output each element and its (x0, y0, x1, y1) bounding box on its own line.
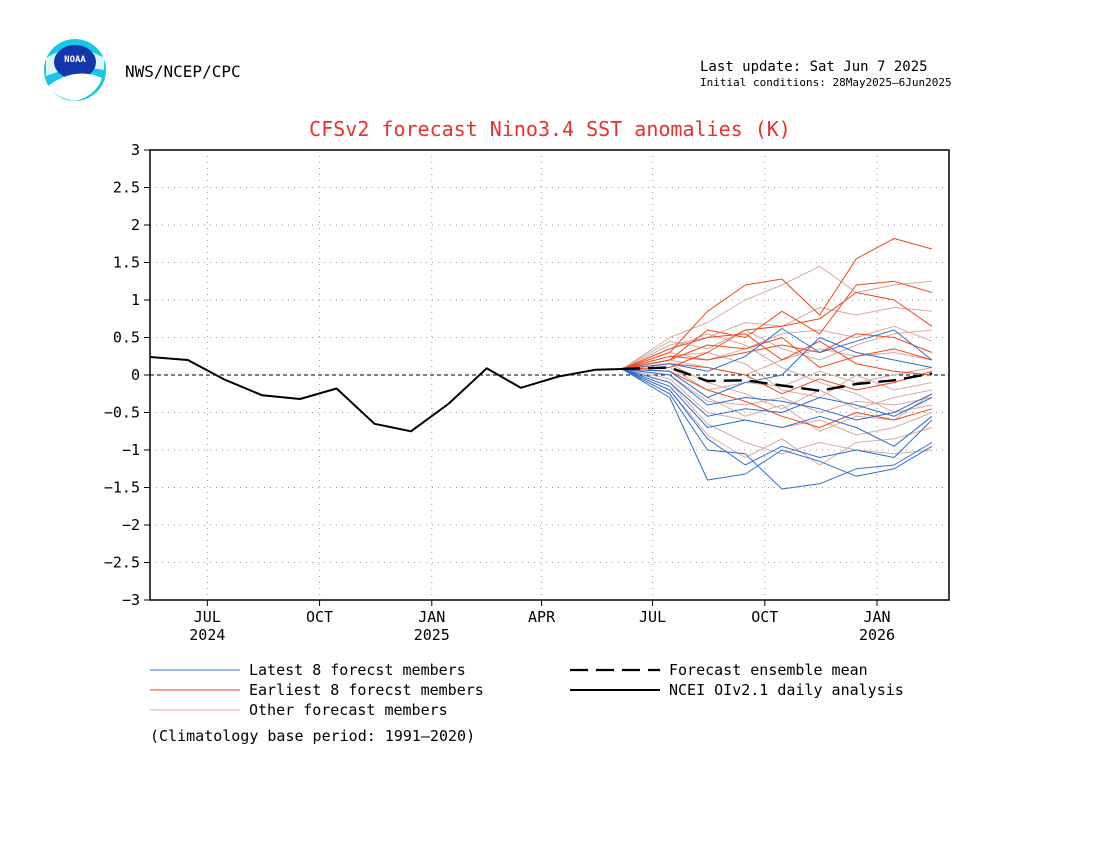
forecast-member-earliest (621, 333, 932, 376)
x-tick-label: OCT (306, 608, 333, 626)
y-tick-label: 1.5 (113, 254, 140, 272)
grid (150, 150, 949, 600)
forecast-member-earliest (622, 292, 933, 370)
agency-label: NWS/NCEP/CPC (125, 62, 241, 81)
noaa-logo: NOAA (44, 39, 106, 101)
x-tick-label: JUL (639, 608, 666, 626)
legend-label-latest: Latest 8 forecst members (249, 661, 466, 679)
x-tick-year-label: 2025 (414, 626, 450, 644)
y-tick-label: 0 (131, 366, 140, 384)
forecast-member-other (621, 329, 932, 370)
legend-label-earliest: Earliest 8 forecst members (249, 681, 484, 699)
axes: 32.521.510.50−0.5−1−1.5−2−2.5−3JUL2024OC… (104, 141, 895, 644)
legend-item-mean: Forecast ensemble mean (570, 661, 868, 679)
y-tick-label: −1.5 (104, 479, 140, 497)
forecast-member-latest (621, 368, 933, 447)
forecast-member-earliest (622, 280, 933, 370)
y-tick-label: 2 (131, 216, 140, 234)
forecast-member-other (621, 265, 932, 370)
forecast-member-latest (622, 337, 932, 398)
legend-item-analysis: NCEI OIv2.1 daily analysis (570, 681, 904, 699)
legend-label-other: Other forecast members (249, 701, 448, 719)
forecast-member-latest (621, 368, 933, 466)
forecast-member-latest (621, 368, 933, 417)
y-tick-label: 2.5 (113, 179, 140, 197)
y-tick-label: 0.5 (113, 329, 140, 347)
forecast-member-earliest (621, 238, 933, 370)
y-tick-label: 3 (131, 141, 140, 159)
x-tick-year-label: 2024 (189, 626, 225, 644)
x-tick-year-label: 2026 (859, 626, 895, 644)
forecast-member-latest (621, 368, 933, 490)
forecast-member-other (622, 368, 932, 413)
y-tick-label: 1 (131, 291, 140, 309)
y-tick-label: −1 (122, 441, 140, 459)
analysis-line (149, 356, 623, 433)
x-tick-label: OCT (751, 608, 778, 626)
legend-label-analysis: NCEI OIv2.1 daily analysis (669, 681, 904, 699)
forecast-member-latest (622, 368, 933, 421)
forecast-member-earliest (622, 368, 933, 428)
forecast-member-earliest (622, 363, 933, 395)
forecast-member-earliest (622, 337, 933, 370)
plot-frame (149, 149, 950, 601)
y-tick-label: −2 (122, 516, 140, 534)
series-layer (149, 238, 933, 490)
ensemble-mean-line (622, 366, 933, 392)
forecast-member-latest (622, 328, 933, 372)
y-tick-label: −2.5 (104, 554, 140, 572)
x-tick-label: JUL (194, 608, 221, 626)
y-tick-label: −0.5 (104, 404, 140, 422)
legend-label-mean: Forecast ensemble mean (669, 661, 868, 679)
initial-conditions: Initial conditions: 28May2025–6Jun2025 (700, 76, 952, 89)
forecast-member-other (622, 363, 932, 410)
legend: Latest 8 forecst members Earliest 8 fore… (150, 661, 904, 719)
x-tick-label: JAN (863, 608, 890, 626)
legend-item-other: Other forecast members (150, 701, 448, 719)
legend-item-latest: Latest 8 forecst members (150, 661, 466, 679)
noaa-logo-text: NOAA (64, 55, 86, 65)
x-tick-label: JAN (418, 608, 445, 626)
x-tick-label: APR (528, 608, 556, 626)
chart-title: CFSv2 forecast Nino3.4 SST anomalies (K) (309, 117, 791, 141)
forecast-member-latest (621, 368, 933, 481)
y-tick-label: −3 (122, 591, 140, 609)
climatology-note: (Climatology base period: 1991–2020) (150, 727, 475, 745)
legend-item-earliest: Earliest 8 forecst members (150, 681, 484, 699)
forecast-member-other (621, 368, 932, 455)
last-update: Last update: Sat Jun 7 2025 (700, 59, 928, 75)
forecast-member-other (621, 368, 933, 466)
forecast-member-other (621, 368, 933, 436)
forecast-member-earliest (621, 333, 933, 370)
